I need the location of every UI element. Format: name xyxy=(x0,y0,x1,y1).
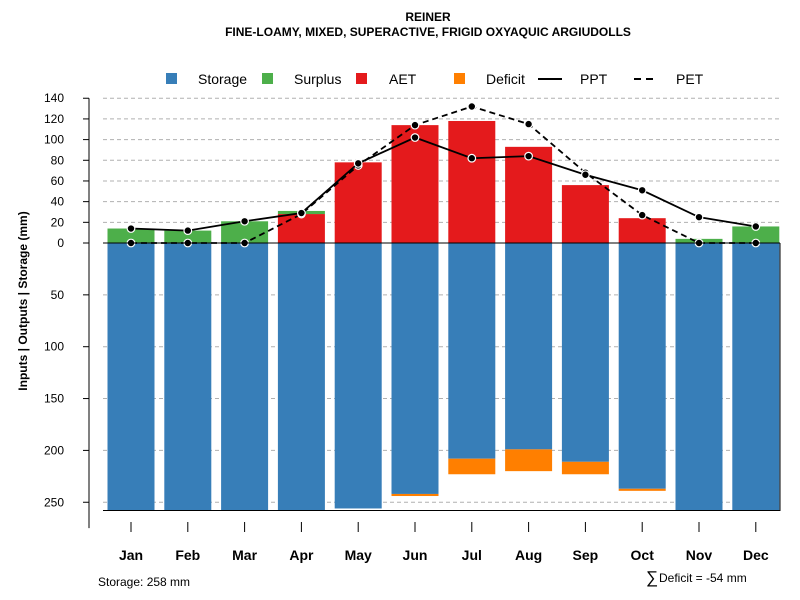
y-tick-label: 200 xyxy=(44,443,64,457)
plot-frame xyxy=(103,243,781,512)
surplus-bar xyxy=(732,226,780,243)
aet-bar xyxy=(618,218,666,243)
y-axis-label: Inputs | Outputs | Storage (mm) xyxy=(16,211,30,390)
deficit-legend-swatch xyxy=(454,73,465,84)
storage-total: Storage: 258 mm xyxy=(98,575,190,589)
x-tick-label: Dec xyxy=(743,547,769,563)
legend: Storage Surplus AET Deficit PPT PET xyxy=(166,71,704,87)
aet-legend-swatch xyxy=(356,73,367,84)
ppt-point xyxy=(581,170,590,180)
chart-title: REINER xyxy=(405,10,451,24)
aet-legend-label: AET xyxy=(389,71,417,87)
x-tick-label: May xyxy=(345,547,372,563)
surplus-bar xyxy=(221,221,269,243)
storage-bar xyxy=(334,243,382,509)
y-tick-label: 100 xyxy=(44,133,64,147)
pet-point xyxy=(410,120,420,130)
storage-bar xyxy=(618,243,666,489)
ppt-point xyxy=(297,208,306,218)
storage-bar xyxy=(107,243,155,511)
storage-bar xyxy=(164,243,212,511)
ppt-line xyxy=(130,136,756,232)
deficit-bar xyxy=(561,461,609,475)
x-tick-label: Mar xyxy=(232,547,257,563)
deficit-legend-label: Deficit xyxy=(486,71,525,87)
x-tick-label: Sep xyxy=(573,547,599,563)
x-tick-label: Feb xyxy=(175,547,200,563)
storage-bar xyxy=(505,243,553,450)
aet-bar xyxy=(448,120,496,243)
surplus-legend-label: Surplus xyxy=(294,71,341,87)
y-tick-label: 0 xyxy=(57,236,64,250)
pet-legend-label: PET xyxy=(676,71,704,87)
storage-bar xyxy=(391,243,439,494)
storage-bar xyxy=(221,243,269,511)
axes: 0 20 40 60 80 100 120 140 50 100 150 200 250 Jan Feb Ma… xyxy=(44,91,781,563)
y-tick-label: 140 xyxy=(44,91,64,105)
ppt-point xyxy=(183,226,193,235)
ppt-point xyxy=(694,212,704,222)
x-tick-label: Nov xyxy=(686,547,713,563)
ppt-point xyxy=(467,153,477,163)
y-tick-label: 40 xyxy=(51,195,65,209)
storage-bar xyxy=(448,243,496,459)
ppt-point xyxy=(524,151,533,161)
y-tick-label: 120 xyxy=(44,112,64,126)
chart-subtitle: FINE-LOAMY, MIXED, SUPERACTIVE, FRIGID O… xyxy=(225,25,631,39)
ppt-point xyxy=(126,224,136,233)
deficit-bar xyxy=(448,458,496,475)
surplus-bar xyxy=(164,230,212,243)
storage-legend-label: Storage xyxy=(198,71,247,87)
pet-point xyxy=(467,102,477,111)
y-tick-label: 50 xyxy=(51,288,65,302)
ppt-point xyxy=(637,185,647,195)
y-tick-label: 60 xyxy=(51,174,65,188)
y-tick-label: 250 xyxy=(44,495,64,509)
aet-bar xyxy=(505,146,553,243)
ppt-point xyxy=(240,216,250,226)
pet-point xyxy=(524,119,533,129)
y-tick-label: 150 xyxy=(44,392,64,406)
surplus-bar xyxy=(107,228,155,243)
ppt-legend-label: PPT xyxy=(580,71,608,87)
y-tick-label: 20 xyxy=(51,215,65,229)
aet-bar xyxy=(277,214,325,243)
storage-bar xyxy=(675,243,723,511)
aet-bar xyxy=(561,185,609,243)
x-tick-label: Jan xyxy=(119,547,143,563)
ppt-point xyxy=(751,222,761,231)
gridlines xyxy=(103,97,780,503)
storage-bar xyxy=(561,243,609,462)
bars xyxy=(107,120,780,511)
deficit-bar xyxy=(505,449,553,472)
ppt-point xyxy=(410,133,420,142)
pet-point xyxy=(637,210,647,220)
x-tick-label: Jul xyxy=(462,547,482,563)
surplus-legend-swatch xyxy=(262,73,273,84)
aet-bar xyxy=(334,162,382,243)
deficit-bar xyxy=(391,493,439,497)
x-tick-label: Aug xyxy=(515,547,542,563)
ppt-point xyxy=(353,158,363,168)
storage-legend-swatch xyxy=(166,73,177,84)
deficit-bar xyxy=(618,488,666,491)
y-tick-label: 100 xyxy=(44,340,64,354)
x-tick-label: Apr xyxy=(289,547,314,563)
y-tick-label: 80 xyxy=(51,153,65,167)
deficit-total: Deficit = -54 mm xyxy=(659,571,747,585)
sum-icon: ∑ xyxy=(646,568,658,587)
x-tick-label: Jun xyxy=(403,547,428,563)
x-tick-label: Oct xyxy=(631,547,655,563)
storage-bar xyxy=(732,243,780,511)
series-lines xyxy=(126,102,761,248)
storage-bar xyxy=(277,243,325,511)
